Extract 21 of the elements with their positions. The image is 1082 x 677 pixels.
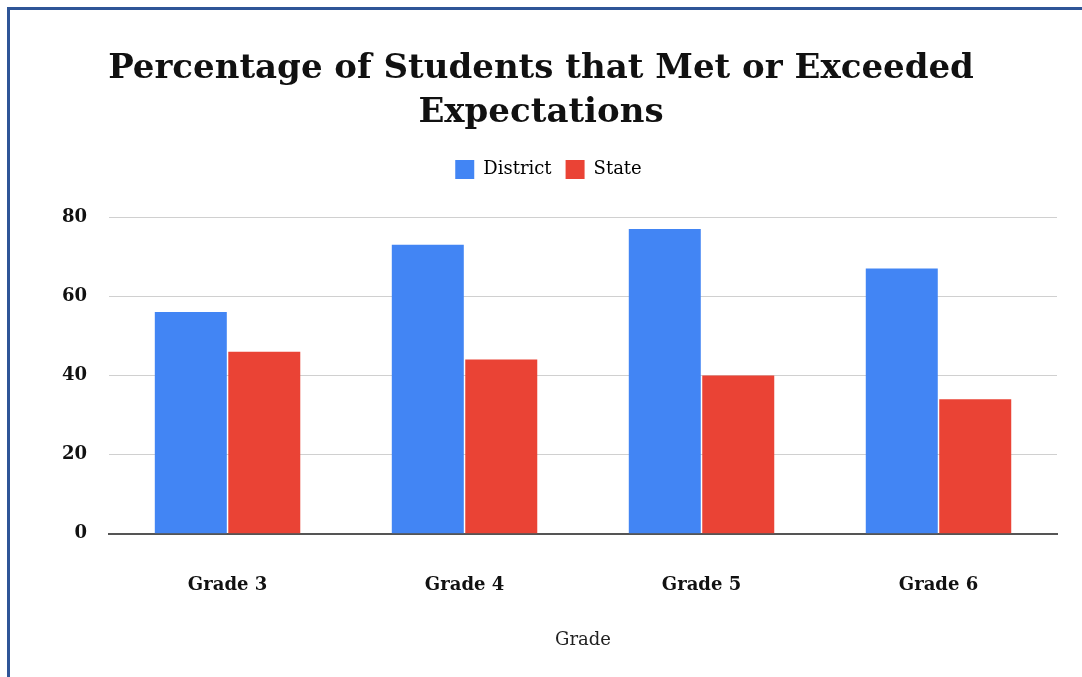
y-tick-label: 40: [61, 363, 88, 385]
bar: [628, 228, 701, 534]
bar: [865, 268, 938, 534]
legend-label: District: [483, 157, 553, 179]
x-tick-label: Grade 6: [898, 573, 979, 595]
bar: [391, 244, 464, 534]
y-tick-label: 0: [74, 521, 88, 543]
y-tick-label: 80: [61, 204, 88, 226]
bar: [939, 399, 1012, 534]
x-axis-title: Grade: [555, 627, 611, 649]
y-tick-label: 20: [61, 442, 88, 464]
y-tick-label: 60: [61, 283, 88, 305]
chart-title: Percentage of Students that Met or Exceeded Expectations: [107, 45, 975, 132]
x-tick-label: Grade 3: [187, 573, 268, 595]
legend-label: State: [593, 157, 642, 179]
bar: [702, 375, 775, 534]
x-tick-label: Grade 4: [424, 573, 505, 595]
x-tick-label: Grade 5: [661, 573, 742, 595]
bar: [228, 351, 301, 534]
bar: [465, 359, 538, 534]
bar: [154, 312, 227, 534]
